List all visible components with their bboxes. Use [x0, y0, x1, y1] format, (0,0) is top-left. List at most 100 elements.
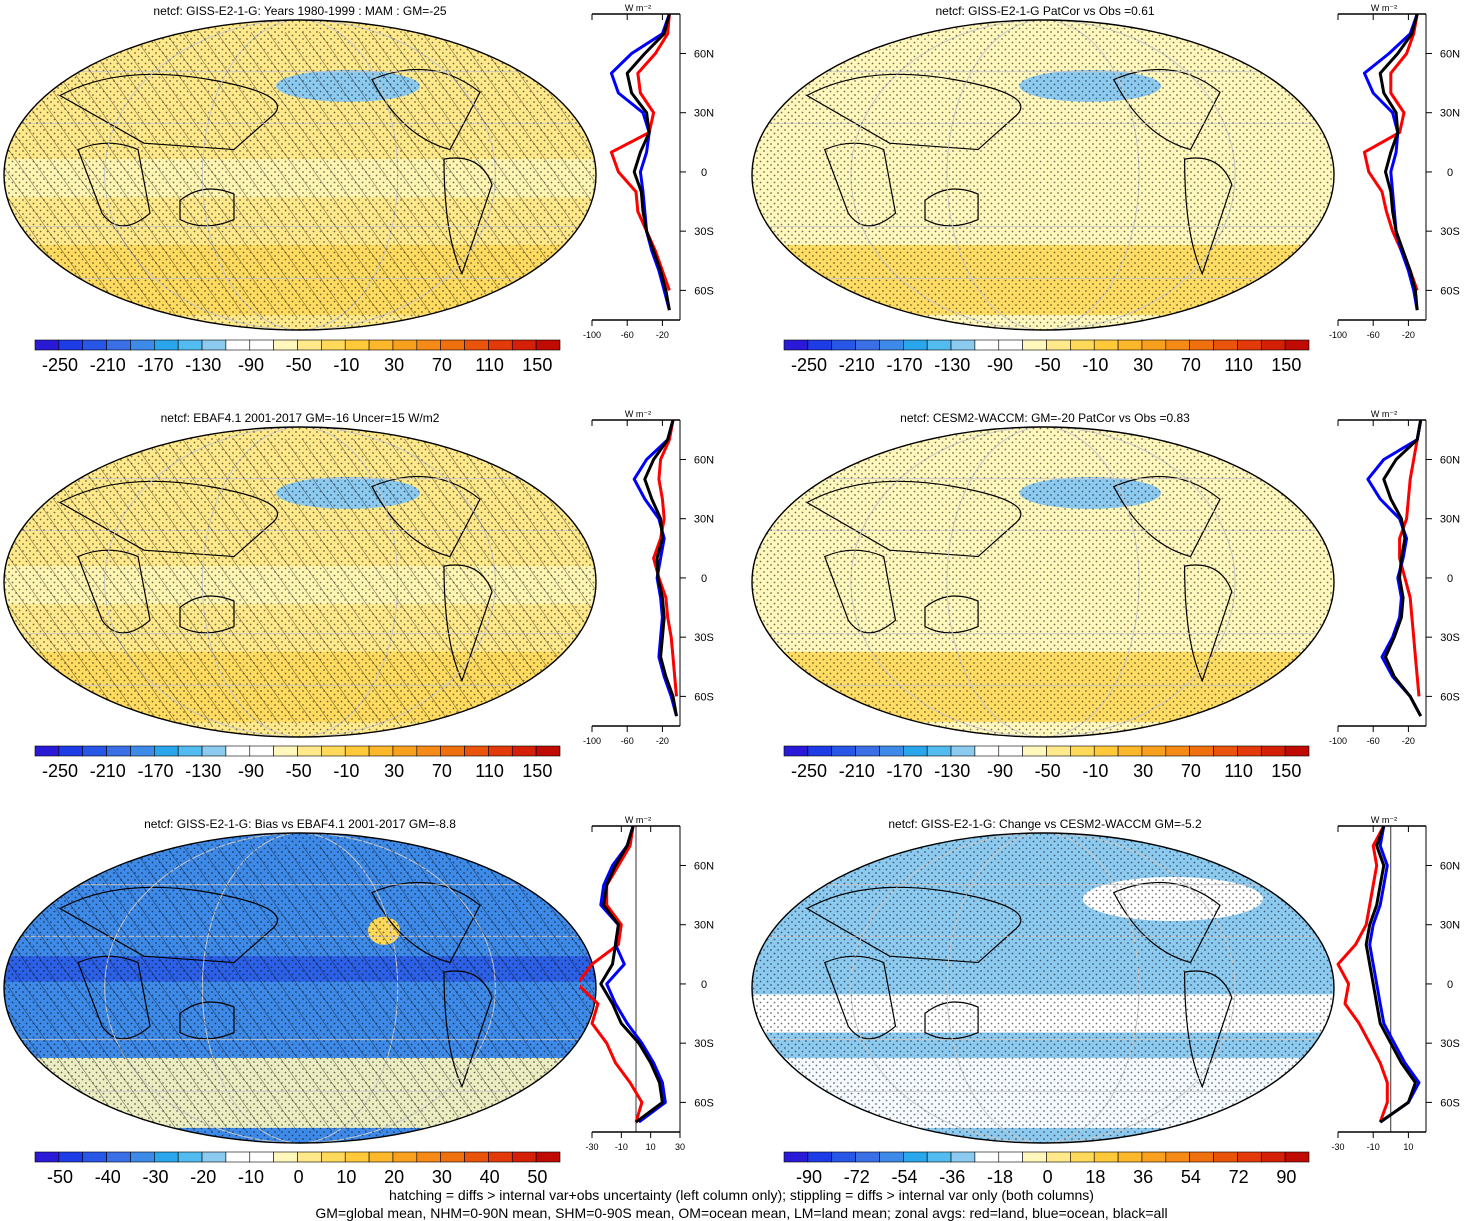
colorbar-swatch [1165, 1151, 1190, 1163]
colorbar-swatch [1022, 339, 1047, 351]
colorbar-swatch [392, 1151, 418, 1163]
colorbar-swatch [1237, 745, 1262, 757]
zonal-series-land [1398, 419, 1423, 697]
zonal-mean-plot: W m⁻² -30 -10 10 60N 30N 0 30S 60S [1331, 815, 1460, 1152]
colorbar-swatch [154, 745, 179, 757]
colorbar-label: -90 [987, 355, 1013, 375]
colorbar-swatch [903, 1151, 928, 1163]
colorbar-swatch [926, 1151, 952, 1163]
colorbar-label: -50 [47, 1167, 73, 1187]
map-field [4, 427, 596, 737]
colorbar-swatch [926, 339, 952, 351]
colorbar-label: 70 [432, 761, 452, 781]
colorbar-swatch [130, 745, 155, 757]
colorbar-swatch [201, 339, 227, 351]
colorbar-swatch [1260, 339, 1286, 351]
colorbar-label: -10 [333, 761, 359, 781]
colorbar-label: -130 [934, 761, 970, 781]
colorbar-swatch [249, 1151, 274, 1163]
colorbar-label: -250 [791, 761, 827, 781]
colorbar-label: 0 [294, 1167, 304, 1187]
y-tick-label: 30N [1440, 108, 1460, 120]
colorbar-swatch [998, 745, 1023, 757]
colorbar-label: -36 [939, 1167, 965, 1187]
x-tick-label: 10 [646, 1142, 656, 1152]
colorbar-swatch [416, 745, 441, 757]
y-tick-label: 60S [1440, 1097, 1460, 1109]
colorbar-swatch [225, 1151, 251, 1163]
zonal-series-all [599, 825, 664, 1124]
x-tick-label: 30 [675, 1142, 685, 1152]
colorbar-label: 70 [432, 355, 452, 375]
x-tick-label: -20 [1402, 736, 1415, 746]
panel-title: netcf: CESM2-WACCM: GM=-20 PatCor vs Obs… [900, 411, 1190, 425]
colorbar-label: 50 [527, 1167, 547, 1187]
colorbar-label: 0 [1043, 1167, 1053, 1187]
colorbar-swatch [130, 339, 155, 351]
colorbar-swatch [879, 1151, 904, 1163]
zonal-series-land [652, 419, 678, 697]
colorbar-swatch [831, 1151, 856, 1163]
colorbar-swatch [1141, 339, 1167, 351]
zonal-series-land [1336, 825, 1389, 1123]
colorbar-label: 40 [480, 1167, 500, 1187]
colorbar-swatch [488, 745, 513, 757]
colorbar-swatch [82, 1151, 107, 1163]
stippling-overlay [752, 20, 1334, 330]
y-tick-label: 30N [1440, 920, 1460, 932]
colorbar-swatch [82, 339, 107, 351]
colorbar-swatch [34, 1151, 60, 1163]
colorbar-swatch [783, 745, 809, 757]
colorbar-swatch [321, 745, 346, 757]
colorbar-swatch [1237, 1151, 1262, 1163]
panel-title: netcf: GISS-E2-1-G: Bias vs EBAF4.1 2001… [144, 817, 456, 831]
world-map [751, 19, 1335, 331]
stippling-overlay [752, 427, 1334, 737]
colorbar-label: -18 [987, 1167, 1013, 1187]
colorbar-swatch [974, 1151, 1000, 1163]
colorbar-swatch [297, 1151, 322, 1163]
colorbar-swatch [783, 339, 809, 351]
colorbar-swatch [273, 339, 298, 351]
colorbar-swatch [321, 1151, 346, 1163]
y-tick-label: 0 [1447, 573, 1453, 585]
colorbar-swatch [974, 339, 1000, 351]
colorbar-label: -170 [137, 761, 173, 781]
colorbar-swatch [58, 745, 84, 757]
colorbar-swatch [344, 745, 370, 757]
colorbar-swatch [1213, 1151, 1238, 1163]
y-tick-label: 60S [694, 285, 714, 297]
colorbar-label: 110 [475, 761, 504, 781]
colorbar-swatch [1070, 339, 1095, 351]
y-tick-label: 30S [1440, 226, 1460, 238]
y-tick-label: 60S [1440, 691, 1460, 703]
colorbar-swatch [511, 1151, 537, 1163]
x-tick-label: 10 [1403, 1142, 1413, 1152]
colorbar-label: -30 [143, 1167, 169, 1187]
x-tick-label: -20 [656, 736, 669, 746]
colorbar-label: -90 [796, 1167, 822, 1187]
zonal-series-ocean [1362, 13, 1419, 311]
colorbar-label: -20 [190, 1167, 216, 1187]
colorbar: -250 -210 -170 -130 -90 -50 -10 30 70 110 150 [783, 339, 1310, 375]
x-tick-label: -100 [1329, 736, 1347, 746]
colorbar-swatch [950, 1151, 976, 1163]
colorbar-swatch [464, 1151, 489, 1163]
x-tick-label: -20 [1402, 330, 1415, 340]
y-tick-label: 60S [694, 1097, 714, 1109]
colorbar-label: -10 [1082, 761, 1108, 781]
y-tick-label: 30S [694, 1038, 714, 1050]
colorbar-swatch [440, 339, 465, 351]
map-field [4, 833, 596, 1143]
map-border [3, 19, 597, 331]
colorbar-label: -10 [1082, 355, 1108, 375]
hatching-overlay [4, 844, 596, 1132]
colorbar-label: 18 [1085, 1167, 1105, 1187]
colorbar-swatch [130, 1151, 155, 1163]
colorbar-label: 20 [384, 1167, 404, 1187]
colorbar-swatch [1284, 1151, 1310, 1163]
colorbar-swatch [998, 1151, 1023, 1163]
colorbar-swatch [831, 339, 856, 351]
map-field [752, 20, 1334, 330]
colorbar-swatch [1165, 745, 1190, 757]
